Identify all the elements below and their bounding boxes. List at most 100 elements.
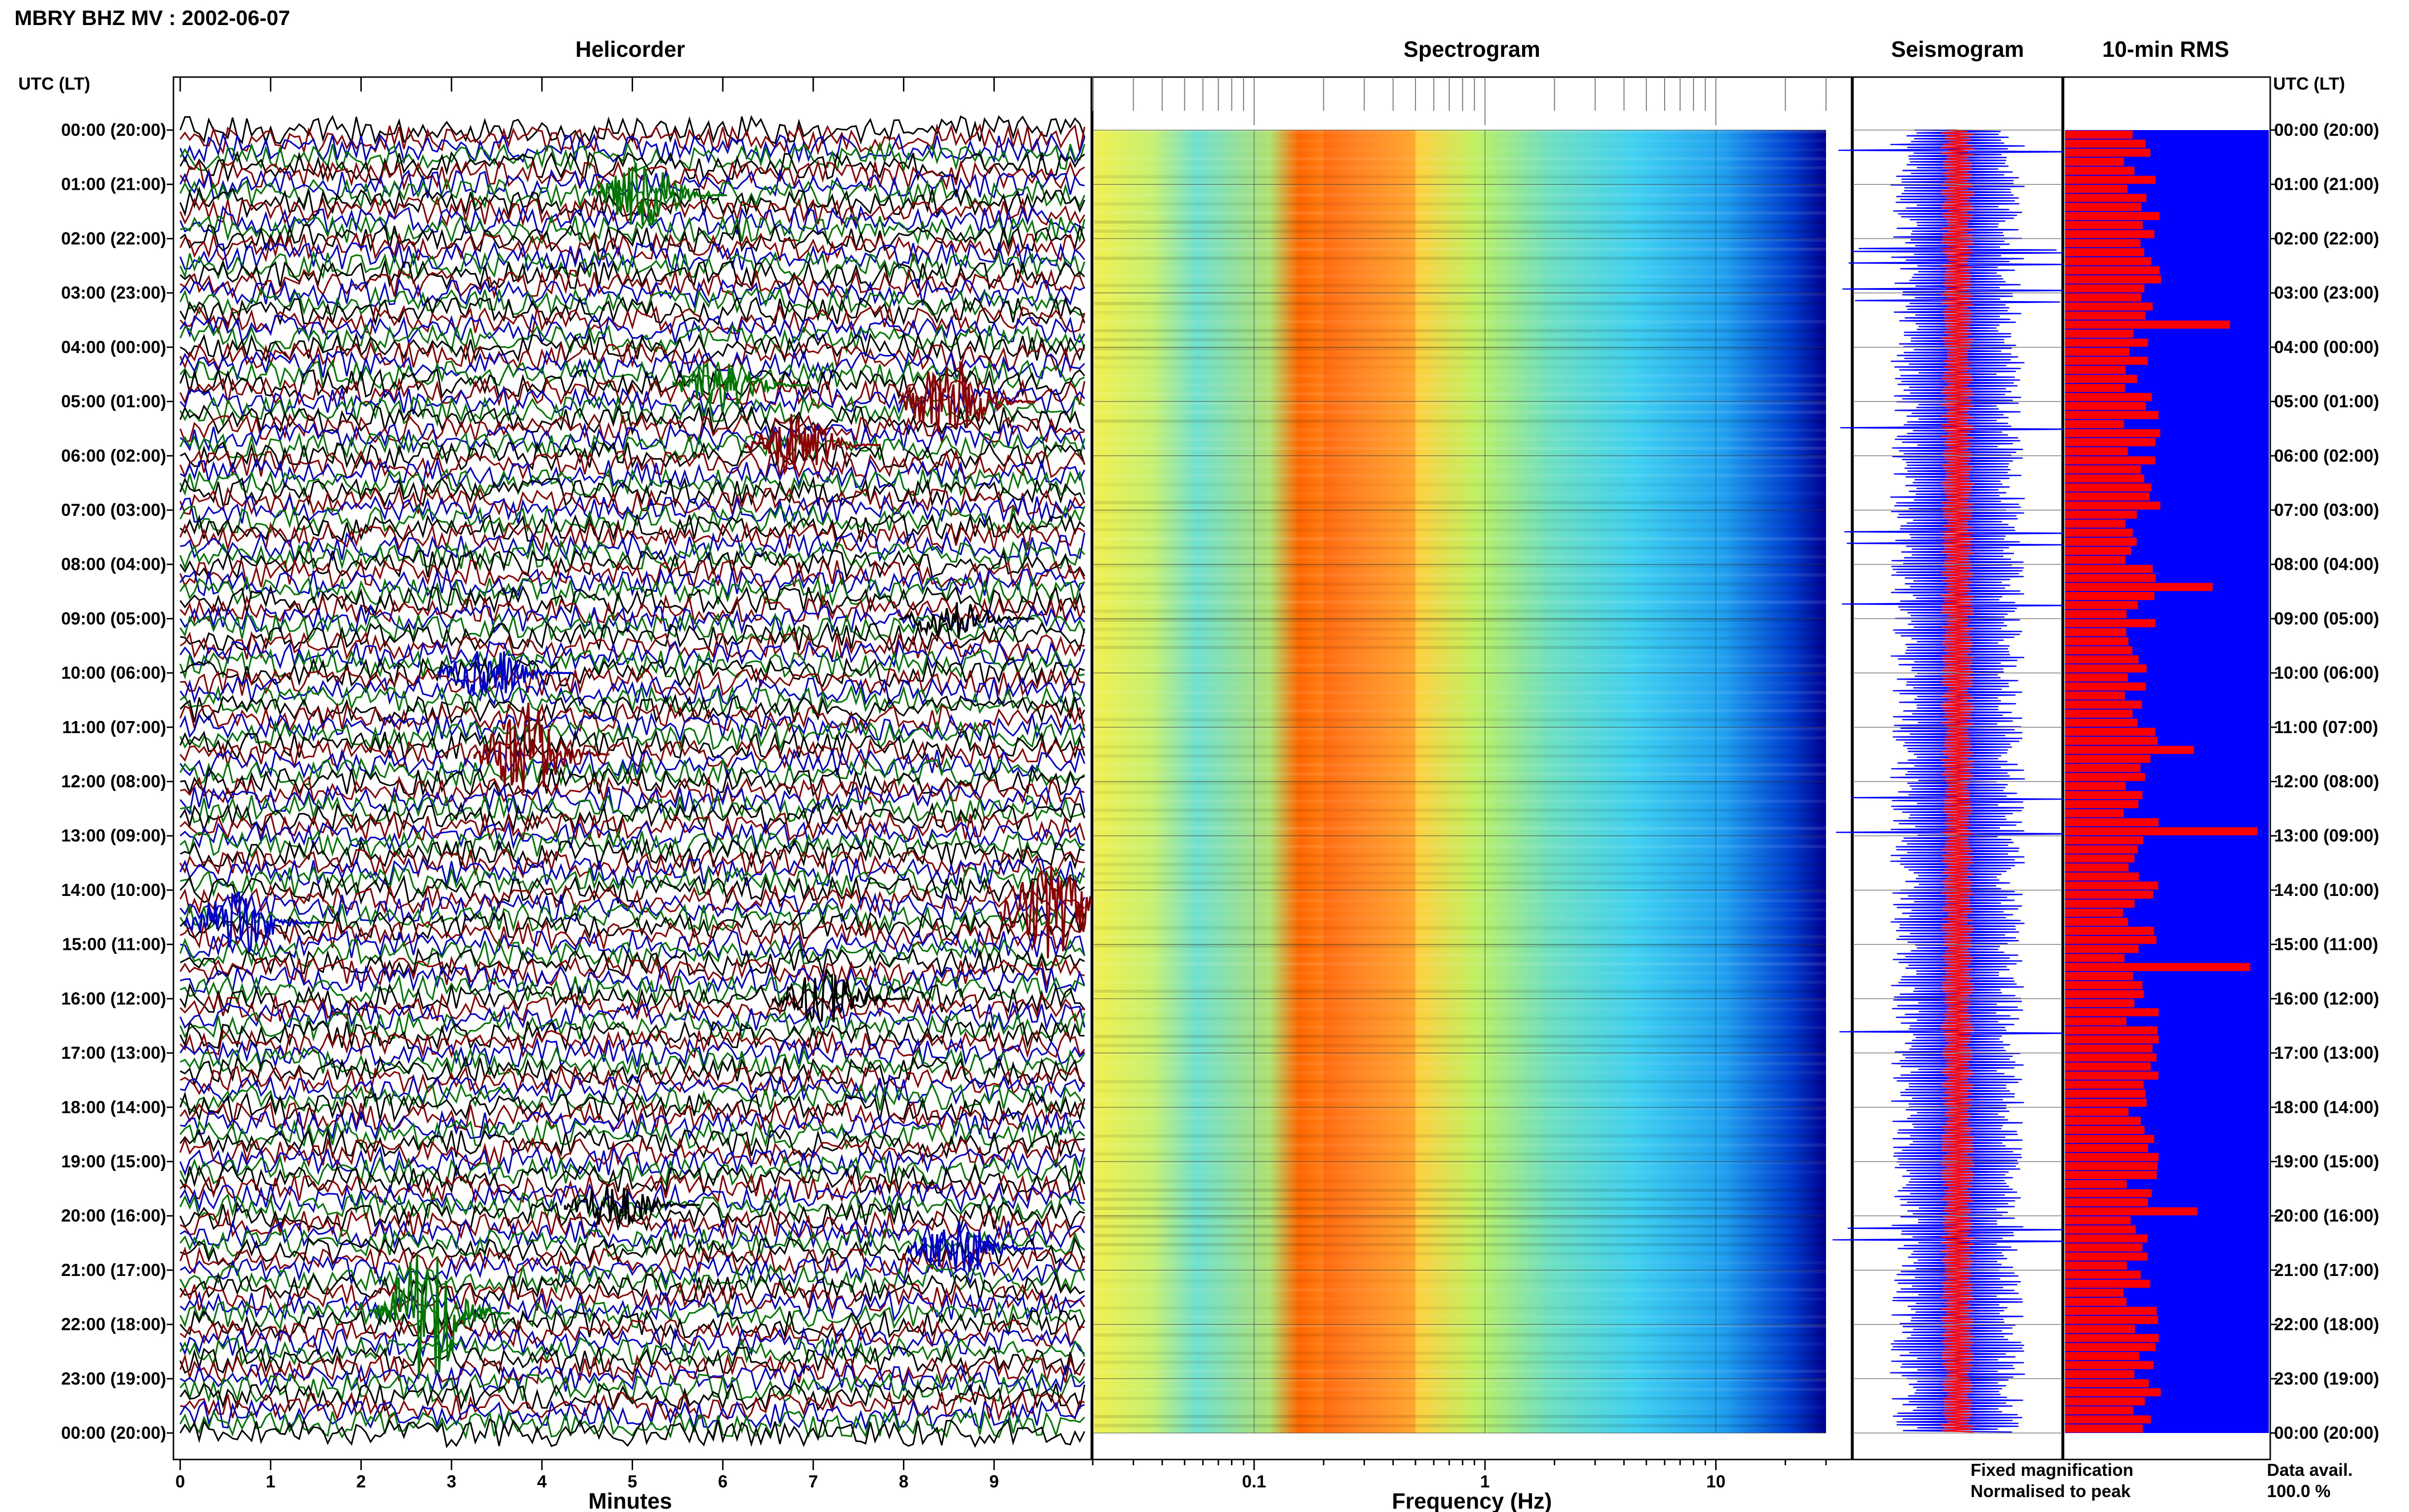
rms-bar xyxy=(2065,538,2137,546)
spectrogram-striation xyxy=(1094,420,1826,423)
rms-bar xyxy=(2065,492,2150,501)
hour-label-right: 00:00 (20:00) xyxy=(2274,1423,2379,1443)
spectrogram-striation xyxy=(1094,148,1826,152)
helicorder-trace xyxy=(179,394,1085,427)
helicorder-event xyxy=(744,414,881,476)
helicorder-event xyxy=(898,360,1035,433)
rms-bar xyxy=(2065,1361,2154,1369)
helicorder-tick-label: 2 xyxy=(356,1472,366,1491)
helicorder-trace xyxy=(179,892,1085,924)
rms-bar xyxy=(2065,999,2135,1008)
helicorder-trace xyxy=(179,693,1085,726)
spectrogram-striation xyxy=(1094,1234,1826,1237)
rms-bar xyxy=(2065,719,2138,727)
rms-bar xyxy=(2065,175,2156,184)
helicorder-trace xyxy=(179,1191,1085,1223)
spectrogram-tick-label: 1 xyxy=(1480,1472,1490,1491)
hour-label-right: 09:00 (05:00) xyxy=(2274,608,2379,628)
rms-bar xyxy=(2065,447,2128,456)
hour-label-left: 13:00 (09:00) xyxy=(61,826,166,845)
helicorder-trace xyxy=(179,802,1085,834)
spectrogram-striation xyxy=(1094,944,1826,948)
rms-bar xyxy=(2065,1243,2143,1252)
rms-bar xyxy=(2065,456,2156,465)
spectrogram-striation xyxy=(1094,1026,1826,1029)
spectrogram-xlabel: Frequency (Hz) xyxy=(1392,1488,1552,1512)
rms-bar xyxy=(2065,1035,2159,1044)
spectrogram-striation xyxy=(1094,1107,1826,1111)
spectrogram-striation xyxy=(1094,528,1826,532)
helicorder-trace xyxy=(179,313,1085,346)
helicorder-trace xyxy=(179,1345,1085,1377)
hour-label-left: 06:00 (02:00) xyxy=(61,446,166,465)
helicorder-trace xyxy=(180,657,1085,689)
helicorder-tick-label: 5 xyxy=(627,1472,637,1491)
spectrogram-striation xyxy=(1094,736,1826,740)
hour-label-right: 02:00 (22:00) xyxy=(2274,228,2379,248)
rms-bar xyxy=(2065,1325,2135,1333)
helicorder-trace xyxy=(179,468,1085,499)
rms-bar xyxy=(2065,836,2144,844)
hour-label-left: 00:00 (20:00) xyxy=(61,120,166,140)
spectrogram-striation xyxy=(1094,1197,1826,1201)
helicorder-trace xyxy=(179,195,1085,227)
hour-label-right: 15:00 (11:00) xyxy=(2274,934,2378,954)
hour-label-left: 21:00 (17:00) xyxy=(61,1260,166,1280)
rms-bar xyxy=(2065,1279,2150,1288)
rms-bar xyxy=(2065,1252,2148,1261)
rms-bar xyxy=(2065,266,2160,275)
hour-label-right: 10:00 (06:00) xyxy=(2274,663,2379,683)
spectrogram-striation xyxy=(1094,555,1826,559)
rms-bar xyxy=(2065,339,2148,347)
spectrogram-striation xyxy=(1094,899,1826,903)
helicorder-trace xyxy=(179,349,1085,381)
spectrogram-striation xyxy=(1094,1243,1826,1247)
helicorder-trace xyxy=(179,828,1085,861)
spectrogram-striation xyxy=(1094,636,1826,640)
rms-bar xyxy=(2065,212,2160,220)
hour-label-left: 07:00 (03:00) xyxy=(61,500,166,520)
spectrogram-striation xyxy=(1094,1252,1826,1255)
helicorder-trace xyxy=(179,756,1085,789)
rms-bar xyxy=(2065,221,2143,229)
helicorder-trace xyxy=(179,222,1085,253)
helicorder-trace xyxy=(179,304,1085,335)
hour-label-right: 23:00 (19:00) xyxy=(2274,1368,2379,1388)
helicorder-trace xyxy=(179,937,1085,970)
hour-label-right: 14:00 (10:00) xyxy=(2274,880,2379,900)
helicorder-trace xyxy=(179,575,1085,608)
rms-bar xyxy=(2065,1315,2158,1324)
spectrogram-striation xyxy=(1094,275,1826,278)
spectrogram-striation xyxy=(1094,374,1826,378)
helicorder-event xyxy=(473,702,610,793)
helicorder-trace xyxy=(180,268,1085,300)
rms-bar xyxy=(2065,194,2146,202)
seismogram-panel xyxy=(1832,76,2083,1460)
helicorder-trace xyxy=(179,1308,1085,1340)
rms-bar xyxy=(2065,673,2128,682)
rms-bar xyxy=(2065,320,2230,329)
helicorder-trace xyxy=(179,883,1085,915)
rms-bar xyxy=(2065,257,2151,265)
helicorder-trace xyxy=(179,431,1085,462)
hour-label-right: 21:00 (17:00) xyxy=(2274,1260,2379,1280)
spectrogram-striation xyxy=(1094,1216,1826,1219)
rms-bar xyxy=(2065,1270,2141,1279)
helicorder-trace xyxy=(179,783,1085,815)
spectrogram-striation xyxy=(1094,284,1826,287)
rms-bar xyxy=(2065,727,2156,736)
rms-bar xyxy=(2065,601,2138,609)
helicorder-event xyxy=(184,892,320,953)
helicorder-trace xyxy=(179,448,1085,480)
helicorder-trace xyxy=(180,965,1085,995)
hour-label-right: 00:00 (20:00) xyxy=(2274,120,2379,140)
rms-bar xyxy=(2065,1370,2134,1379)
rms-bar xyxy=(2065,981,2143,989)
spectrogram-striation xyxy=(1094,166,1826,170)
spectrogram-striation xyxy=(1094,256,1826,260)
spectrogram-striation xyxy=(1094,1143,1826,1147)
spectrogram-striation xyxy=(1094,175,1826,179)
spectrogram-striation xyxy=(1094,808,1826,812)
helicorder-trace xyxy=(180,631,1085,662)
hour-label-left: 00:00 (20:00) xyxy=(61,1423,166,1443)
